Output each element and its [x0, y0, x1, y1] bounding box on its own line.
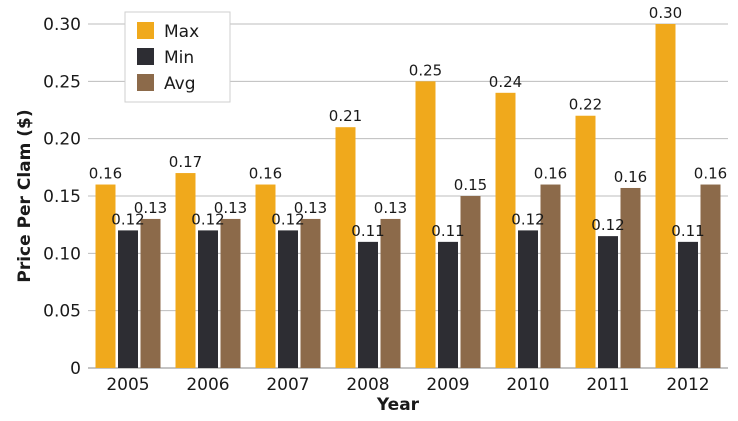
bar-min-2007	[278, 230, 298, 368]
x-axis-title: Year	[376, 395, 420, 415]
data-label-max-2005: 0.16	[89, 165, 122, 183]
bar-min-2005	[118, 230, 138, 368]
bars	[95, 24, 721, 369]
bar-min-2011	[598, 236, 618, 368]
data-label-max-2009: 0.25	[409, 61, 442, 79]
x-tick-label: 2007	[266, 375, 309, 395]
legend: Max Min Avg	[124, 11, 231, 103]
data-label-avg-2007: 0.13	[294, 199, 327, 217]
x-axis-ticks: 2005 2006 2007 2008 2009 2010 2011 2012	[106, 375, 709, 395]
bar-min-2009	[438, 241, 458, 368]
legend-swatch-avg	[137, 74, 154, 91]
data-label-min-2007: 0.12	[271, 210, 304, 228]
data-label-min-2005: 0.12	[111, 210, 144, 228]
data-label-avg-2009: 0.15	[454, 176, 487, 194]
bar-avg-2007	[300, 218, 321, 368]
data-label-avg-2011: 0.16	[614, 168, 647, 186]
y-tick-label: 0.10	[43, 244, 81, 264]
bar-max-2008	[335, 127, 356, 368]
data-label-avg-2012: 0.16	[694, 165, 727, 183]
data-label-min-2008: 0.11	[351, 222, 384, 240]
x-tick-label: 2012	[666, 375, 709, 395]
legend-label-avg: Avg	[164, 74, 196, 94]
data-label-max-2007: 0.16	[249, 165, 282, 183]
bar-max-2010	[495, 92, 516, 369]
x-tick-label: 2011	[586, 375, 629, 395]
data-label-min-2006: 0.12	[191, 210, 224, 228]
bar-avg-2005	[140, 218, 161, 368]
bar-min-2012	[678, 241, 698, 368]
data-label-min-2010: 0.12	[511, 210, 544, 228]
data-label-max-2012: 0.30	[649, 4, 682, 22]
x-tick-label: 2008	[346, 375, 389, 395]
y-tick-label: 0.30	[43, 15, 81, 35]
bar-min-2010	[518, 230, 538, 368]
legend-label-max: Max	[164, 22, 199, 42]
y-tick-label: 0.25	[43, 72, 81, 92]
data-label-max-2006: 0.17	[169, 153, 202, 171]
bar-max-2009	[415, 81, 436, 368]
data-label-max-2011: 0.22	[569, 96, 602, 114]
y-axis-title: Price Per Clam ($)	[15, 109, 35, 282]
bar-max-2007	[255, 184, 276, 368]
legend-swatch-max	[137, 22, 154, 39]
bar-max-2011	[575, 115, 596, 368]
bar-max-2005	[95, 184, 116, 368]
bar-avg-2009	[460, 196, 481, 368]
bar-avg-2012	[700, 184, 721, 368]
y-axis-ticks: 0 0.05 0.10 0.15 0.20 0.25 0.30	[43, 15, 81, 379]
legend-label-min: Min	[164, 48, 194, 68]
bar-min-2006	[198, 230, 218, 368]
data-label-avg-2008: 0.13	[374, 199, 407, 217]
data-labels: 0.160.120.130.170.120.130.160.120.130.21…	[89, 4, 727, 240]
data-label-avg-2006: 0.13	[214, 199, 247, 217]
data-label-min-2012: 0.11	[671, 222, 704, 240]
x-tick-label: 2010	[506, 375, 549, 395]
data-label-min-2009: 0.11	[431, 222, 464, 240]
x-tick-label: 2005	[106, 375, 149, 395]
y-tick-label: 0	[70, 359, 81, 379]
x-tick-label: 2009	[426, 375, 469, 395]
bar-max-2012	[655, 24, 676, 368]
data-label-max-2010: 0.24	[489, 73, 522, 91]
legend-swatch-min	[137, 48, 154, 65]
y-tick-label: 0.20	[43, 130, 81, 150]
bar-min-2008	[358, 241, 378, 368]
bar-max-2006	[175, 173, 196, 368]
data-label-avg-2005: 0.13	[134, 199, 167, 217]
y-tick-label: 0.15	[43, 187, 81, 207]
data-label-min-2011: 0.12	[591, 216, 624, 234]
bar-avg-2010	[540, 184, 561, 368]
x-tick-label: 2006	[186, 375, 229, 395]
data-label-max-2008: 0.21	[329, 107, 362, 125]
bar-avg-2011	[620, 187, 641, 368]
data-label-avg-2010: 0.16	[534, 165, 567, 183]
bar-avg-2008	[380, 218, 401, 368]
bar-avg-2006	[220, 218, 241, 368]
y-tick-label: 0.05	[43, 302, 81, 322]
